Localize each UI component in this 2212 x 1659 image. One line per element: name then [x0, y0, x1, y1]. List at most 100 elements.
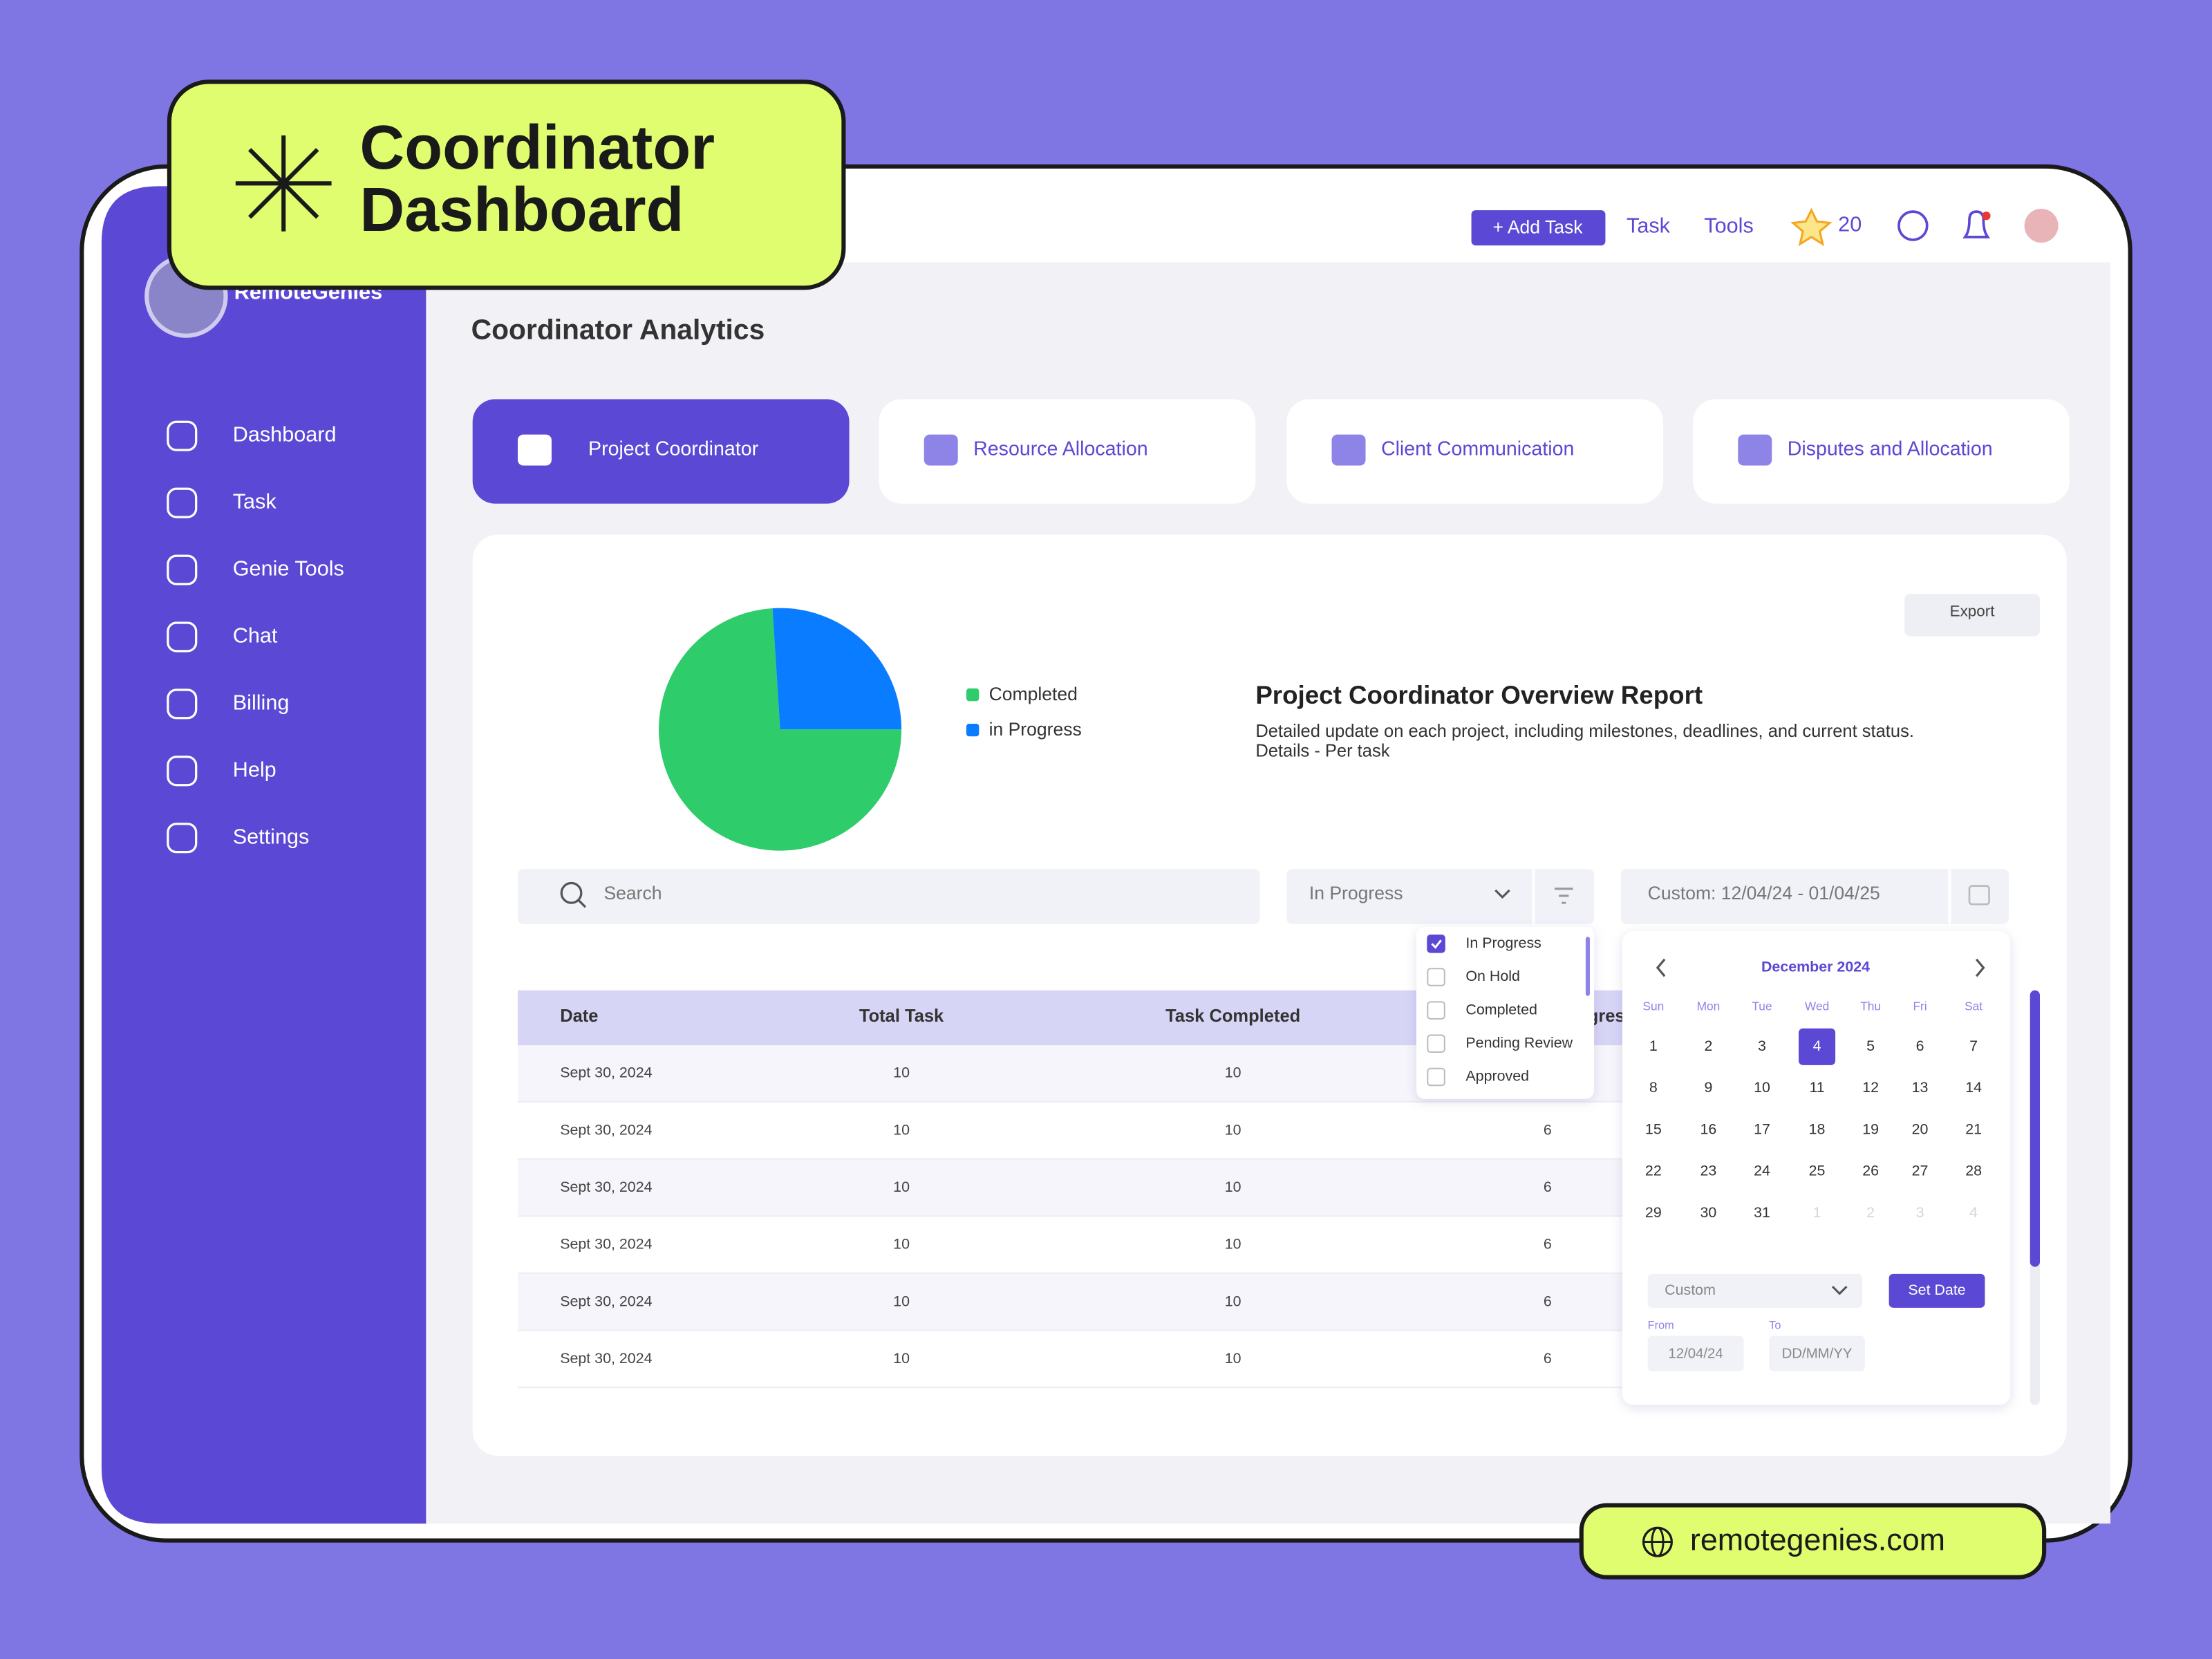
calendar-day: 7 [1969, 1038, 1978, 1054]
set-date-button[interactable]: Set Date [1888, 1273, 1985, 1308]
page-scroll-thumb [2030, 990, 2041, 1267]
calendar-day: 8 [1649, 1079, 1658, 1096]
filter-icon [1554, 888, 1573, 904]
weekday: Sat [1965, 1000, 1983, 1013]
status-option[interactable]: In Progress [1427, 935, 1541, 953]
date-range[interactable]: Custom: 12/04/24 - 01/04/25 [1620, 869, 2009, 924]
range-select[interactable]: Custom [1647, 1273, 1862, 1308]
weekday: Sun [1642, 1000, 1664, 1013]
tab[interactable]: Resource Allocation [879, 399, 1256, 504]
report-details: Details - Per task [1255, 741, 1389, 760]
status-option[interactable]: Completed [1427, 1001, 1537, 1020]
tab-label: Resource Allocation [973, 438, 1147, 460]
tab[interactable]: Client Communication [1286, 399, 1664, 504]
status-option[interactable]: Approved [1427, 1068, 1529, 1087]
avatar[interactable] [2021, 205, 2061, 246]
calendar-day: 5 [1866, 1038, 1875, 1054]
tab-icon [1738, 434, 1772, 466]
option-label: On Hold [1465, 968, 1520, 984]
calendar-day: 26 [1862, 1163, 1879, 1179]
nav-item[interactable]: Settings [167, 823, 309, 854]
calendar-day: 20 [1912, 1121, 1929, 1137]
nav-label: Task [233, 490, 277, 514]
calendar-day: 30 [1700, 1204, 1717, 1221]
calendar-day: 14 [1965, 1079, 1982, 1096]
calendar-day: 2 [1704, 1038, 1712, 1054]
nav-item[interactable]: Billing [167, 688, 290, 720]
status-dropdown[interactable]: In Progress [1286, 869, 1595, 924]
sidebar [101, 186, 427, 1524]
pie-slice [772, 608, 902, 730]
scrollbar [1585, 937, 1590, 996]
calendar-day: 11 [1809, 1079, 1824, 1096]
status-option[interactable]: On Hold [1427, 968, 1520, 986]
tab-icon [924, 434, 958, 466]
calendar-day: 16 [1700, 1121, 1717, 1137]
add-task-button[interactable]: + Add Task [1471, 210, 1606, 246]
table-cell: 6 [1544, 1350, 1552, 1367]
table-cell: 10 [1225, 1121, 1241, 1138]
date-input[interactable]: DD/MM/YY [1769, 1335, 1865, 1371]
legend-swatch [966, 688, 980, 702]
nav-item[interactable]: Dashboard [167, 420, 337, 451]
option-label: Approved [1465, 1068, 1529, 1085]
tab[interactable]: Disputes and Allocation [1692, 399, 2070, 504]
page-title: Coordinator Analytics [471, 313, 765, 345]
table-cell: Sept 30, 2024 [560, 1350, 652, 1367]
table-cell: Sept 30, 2024 [560, 1236, 652, 1253]
table-cell: 10 [893, 1350, 910, 1367]
checkbox [1427, 1034, 1445, 1053]
chevron [1831, 1286, 1848, 1295]
calendar-day-muted: 3 [1916, 1204, 1924, 1221]
nav-icon [167, 756, 198, 787]
report-description: Detailed update on each project, includi… [1255, 722, 1914, 741]
checkbox [1427, 935, 1445, 953]
calendar-day: 22 [1645, 1163, 1662, 1179]
date-input[interactable]: 12/04/24 [1647, 1335, 1744, 1371]
weekday: Mon [1697, 1000, 1721, 1013]
nav-item[interactable]: Chat [167, 621, 278, 653]
nav-item[interactable]: Help [167, 756, 276, 787]
tab-bg [1286, 399, 1664, 504]
prev-month[interactable] [1656, 958, 1666, 977]
input-bg [517, 869, 1260, 924]
nav-icon [167, 823, 198, 854]
status-option[interactable]: Pending Review [1427, 1034, 1573, 1053]
tab[interactable]: Project Coordinator [472, 399, 850, 504]
calendar-day: 28 [1965, 1163, 1982, 1179]
calendar-day: 19 [1862, 1121, 1879, 1137]
weekday: Fri [1913, 1000, 1927, 1013]
select-bg [1647, 1273, 1862, 1308]
search-icon [560, 881, 583, 904]
next-month[interactable] [1975, 958, 1985, 977]
button-label: Set Date [1908, 1282, 1965, 1298]
table-cell: 10 [893, 1236, 910, 1253]
weekday: Thu [1860, 1000, 1881, 1013]
nav-icon [167, 621, 198, 653]
calendar-icon [1968, 885, 1990, 906]
table-row-bg [517, 1159, 1622, 1217]
calendar-day: 29 [1645, 1204, 1662, 1221]
table-cell: 10 [893, 1179, 910, 1195]
table-header: Date [560, 1006, 598, 1026]
calendar-day: 9 [1704, 1079, 1712, 1096]
calendar-day: 21 [1965, 1121, 1982, 1137]
button-label: Export [1950, 603, 1996, 620]
input-bg [1647, 1335, 1744, 1371]
url-badge [1579, 1503, 2047, 1580]
option-label: Pending Review [1465, 1034, 1573, 1051]
nav-icon [167, 688, 198, 720]
nav-label: Billing [233, 691, 290, 714]
table-row-bg [517, 1102, 1622, 1160]
title-badge [167, 79, 846, 290]
bell-icon[interactable] [1962, 210, 1991, 238]
nav-item[interactable]: Task [167, 487, 277, 518]
tab-label: Client Communication [1381, 438, 1574, 460]
table-cell: 6 [1544, 1179, 1552, 1195]
nav-item[interactable]: Genie Tools [167, 554, 344, 585]
export-button[interactable]: Export [1904, 594, 2041, 637]
chat-icon[interactable] [1897, 210, 1929, 241]
search-box[interactable]: Search [517, 869, 1260, 924]
button-bg [1888, 1273, 1985, 1308]
